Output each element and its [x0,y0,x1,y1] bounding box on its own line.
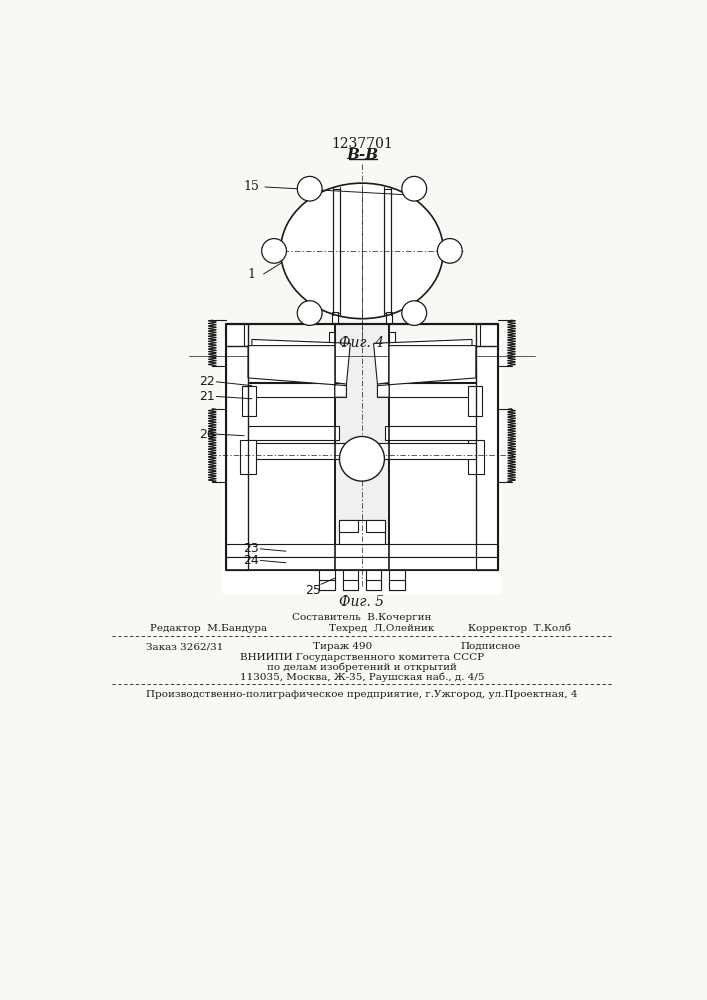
Bar [385,426,476,440]
Bar [248,383,346,397]
Bar [378,383,476,397]
Text: ВНИИПИ Государственного комитета СССР: ВНИИПИ Государственного комитета СССР [240,653,484,662]
Text: 1: 1 [247,267,256,280]
Bar [248,370,339,382]
Text: Корректор  Т.Колб: Корректор Т.Колб [468,624,571,633]
Bar [476,324,480,346]
Circle shape [262,239,286,263]
Bar [339,520,358,532]
Circle shape [438,239,462,263]
Bar [226,557,498,570]
Text: 21: 21 [199,390,215,403]
Bar [343,580,358,590]
Bar [332,189,340,313]
Text: 25: 25 [305,584,321,597]
Circle shape [402,176,426,201]
Ellipse shape [281,183,443,319]
Text: Составитель  В.Кочергин: Составитель В.Кочергин [292,613,432,622]
Bar [384,189,392,313]
Text: 26: 26 [199,428,215,441]
Bar [389,570,404,590]
Text: 113035, Москва, Ж-35, Раушская наб., д. 4/5: 113035, Москва, Ж-35, Раушская наб., д. … [240,673,484,682]
Text: 15: 15 [243,180,259,193]
Polygon shape [373,339,472,384]
Ellipse shape [339,436,385,481]
Bar [226,544,498,557]
Bar [385,370,476,382]
Bar [244,324,248,346]
Bar [343,570,358,590]
Polygon shape [378,346,476,397]
Bar [329,332,335,346]
Bar [366,520,385,532]
Bar [248,443,346,459]
Bar [320,580,335,590]
Text: Подписное: Подписное [460,642,521,651]
Bar [223,339,501,594]
Bar [389,332,395,346]
Text: Заказ 3262/31: Заказ 3262/31 [146,642,224,651]
Bar [476,324,498,570]
Bar [339,520,385,544]
Text: 24: 24 [243,554,259,567]
Text: В-В: В-В [346,148,378,162]
Polygon shape [248,346,346,397]
Bar [386,312,392,324]
Text: Редактор  М.Бандура: Редактор М.Бандура [151,624,267,633]
Text: Техред  Л.Олейник: Техред Л.Олейник [329,624,434,633]
Bar [378,443,476,459]
Text: 1237701: 1237701 [331,137,393,151]
Text: Фиг. 4: Фиг. 4 [339,336,385,350]
Text: Тираж 490: Тираж 490 [313,642,373,651]
Bar [468,386,482,416]
Text: Фиг. 5: Фиг. 5 [339,595,385,609]
Bar [226,324,248,570]
Bar [389,580,404,590]
Bar [366,570,381,590]
Bar [366,580,381,590]
Circle shape [297,176,322,201]
Text: 22: 22 [199,375,215,388]
Bar [320,570,335,590]
Bar [332,312,338,324]
Bar [240,440,256,474]
Polygon shape [252,339,351,384]
Bar [242,386,256,416]
Text: 23: 23 [243,542,259,555]
Text: Производственно-полиграфическое предприятие, г.Ужгород, ул.Проектная, 4: Производственно-полиграфическое предприя… [146,690,578,699]
Text: по делам изобретений и открытий: по делам изобретений и открытий [267,663,457,672]
Circle shape [297,301,322,325]
Bar [335,324,389,570]
Bar [468,440,484,474]
Circle shape [402,301,426,325]
Bar [248,426,339,440]
